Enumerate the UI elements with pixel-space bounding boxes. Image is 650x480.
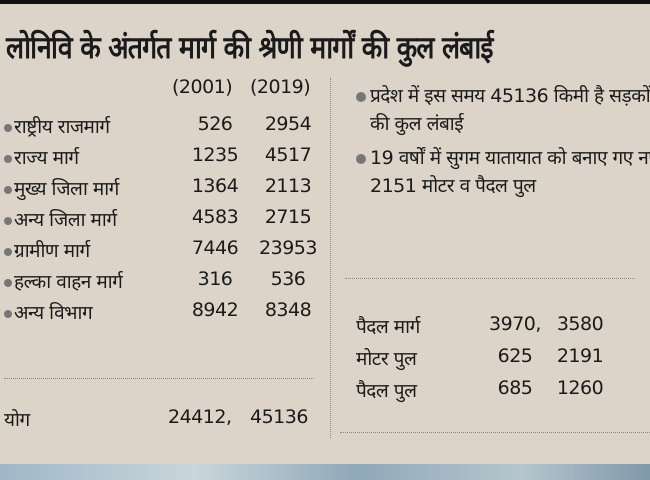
column-divider [330, 78, 331, 438]
side-row-label: मोटर पुल [356, 348, 417, 370]
table-cell-2019: 4517 [264, 144, 312, 166]
table-cell-2019: 2113 [264, 175, 312, 197]
top-rule [0, 0, 650, 4]
side-cell-2001: 685 [497, 377, 533, 399]
side-cell-2019: 1260 [556, 377, 604, 399]
bullet-text: प्रदेश में इस समय 45136 किमी है सड़कों क… [370, 85, 650, 135]
col-header-2019: (2019) [250, 76, 311, 98]
side-cell-2019: 3580 [556, 313, 604, 335]
table-cell-2019: 23953 [259, 237, 317, 259]
table-cell-2001: 8942 [191, 299, 239, 321]
bullet-icon [4, 216, 12, 225]
bullet-total-length: प्रदेश में इस समय 45136 किमी है सड़कों क… [356, 82, 650, 138]
side-cell-2001: 625 [497, 345, 533, 367]
table-cell-2019: 2954 [264, 113, 312, 135]
table-cell-2001: 1364 [191, 175, 239, 197]
headline: लोनिवि के अंतर्गत मार्ग की श्रेणी मार्गो… [6, 30, 494, 66]
table-row-label: ग्रामीण मार्ग [4, 237, 90, 263]
bullet-icon [4, 123, 12, 132]
bullet-icon [4, 278, 12, 287]
bullet-icon [4, 309, 12, 318]
total-label: योग [4, 409, 30, 431]
bullet-icon [4, 247, 12, 256]
table-cell-2001: 316 [197, 268, 233, 290]
total-2001: 24412, [168, 406, 232, 428]
bullet-icon [356, 154, 366, 164]
row-label-text: हल्का वाहन मार्ग [14, 271, 123, 293]
row-label-text: अन्य विभाग [14, 302, 93, 324]
divider [345, 278, 635, 279]
table-cell-2001: 1235 [191, 144, 239, 166]
total-2019: 45136 [250, 406, 308, 428]
side-cell-2019: 2191 [556, 345, 604, 367]
table-cell-2019: 8348 [264, 299, 312, 321]
table-cell-2019: 2715 [264, 206, 312, 228]
bullet-text: 19 वर्षों में सुगम यातायात को बनाए गए नए… [370, 147, 650, 197]
table-row-label: अन्य जिला मार्ग [4, 206, 117, 232]
bullet-icon [4, 185, 12, 194]
row-label-text: ग्रामीण मार्ग [14, 240, 90, 262]
bullet-icon [4, 154, 12, 163]
table-cell-2001: 526 [197, 113, 233, 135]
side-row-label: पैदल पुल [356, 380, 417, 402]
table-cell-2001: 7446 [191, 237, 239, 259]
bullet-bridges: 19 वर्षों में सुगम यातायात को बनाए गए नए… [356, 144, 650, 200]
table-row-label: हल्का वाहन मार्ग [4, 268, 123, 294]
table-row-label: राज्य मार्ग [4, 144, 79, 170]
divider [340, 432, 650, 433]
side-cell-2001: 3970, [489, 313, 541, 335]
table-cell-2001: 4583 [191, 206, 239, 228]
row-label-text: अन्य जिला मार्ग [14, 209, 117, 231]
row-label-text: राज्य मार्ग [14, 147, 79, 169]
table-cell-2019: 536 [270, 268, 306, 290]
row-label-text: राष्ट्रीय राजमार्ग [14, 116, 110, 138]
divider [4, 378, 314, 379]
table-row-label: अन्य विभाग [4, 299, 93, 325]
col-header-2001: (2001) [172, 76, 233, 98]
table-row-label: राष्ट्रीय राजमार्ग [4, 113, 110, 139]
table-row-label: मुख्य जिला मार्ग [4, 175, 119, 201]
side-row-label: पैदल मार्ग [356, 316, 420, 338]
photo-strip [0, 464, 650, 480]
bullet-icon [356, 92, 366, 102]
row-label-text: मुख्य जिला मार्ग [14, 178, 119, 200]
